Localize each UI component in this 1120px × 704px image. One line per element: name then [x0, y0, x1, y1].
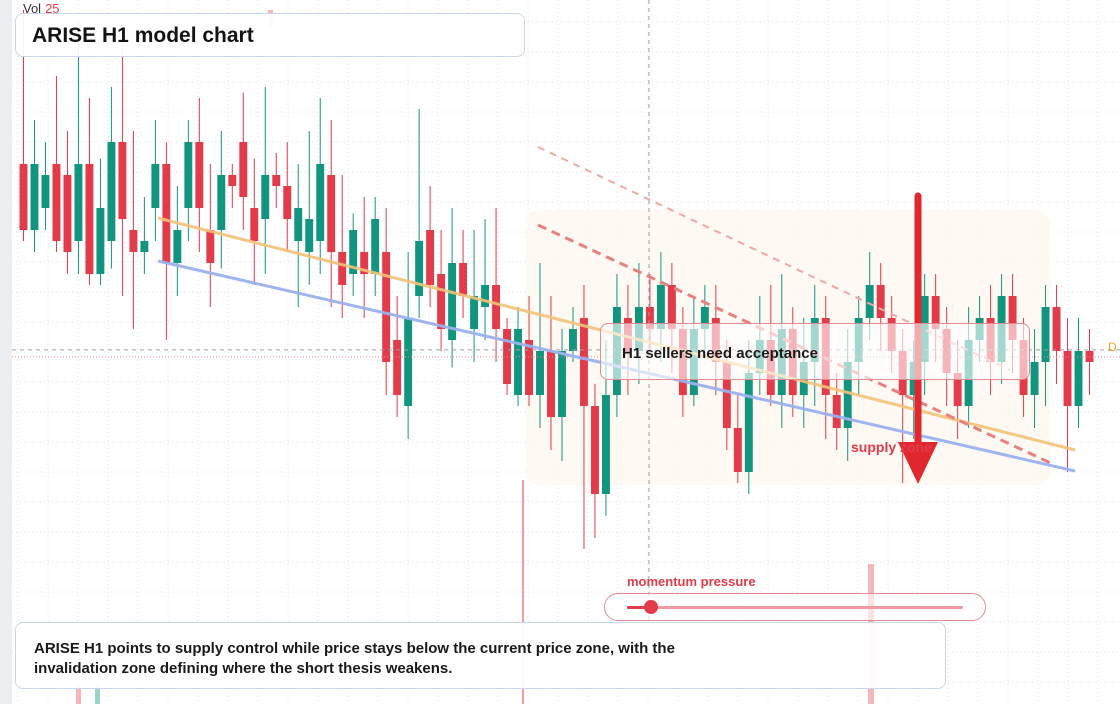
chart-title-card: ARISE H1 model chart — [15, 13, 525, 57]
candle-body — [580, 318, 588, 406]
price-axis-tag: D — [1108, 340, 1117, 354]
momentum-knob[interactable] — [643, 600, 658, 614]
candle-body — [217, 175, 226, 230]
volume-value: 25 — [45, 1, 60, 16]
candle-body — [184, 142, 193, 208]
candle-body — [722, 362, 731, 428]
momentum-gauge[interactable] — [604, 593, 986, 621]
candle-body — [162, 164, 171, 263]
candle-body — [470, 296, 479, 329]
projection-line-lower — [537, 223, 1056, 467]
candle-body — [459, 263, 468, 296]
candle-body — [239, 142, 248, 197]
volume-readout: Vol 25 — [23, 1, 60, 16]
candle-body — [591, 406, 599, 494]
summary-text: ARISE H1 points to supply control while … — [34, 640, 675, 677]
candle-body — [140, 241, 149, 252]
candle-body — [1052, 307, 1061, 351]
candle-body — [843, 362, 852, 428]
candle-body — [415, 241, 424, 296]
candle-body — [107, 142, 116, 241]
candle-body — [30, 164, 39, 230]
candle-body — [514, 329, 522, 395]
candle-body — [96, 208, 105, 274]
candle-body — [272, 175, 281, 186]
chart-title: ARISE H1 model chart — [32, 24, 254, 47]
candle-body — [536, 351, 544, 395]
candle-body — [667, 285, 676, 329]
candle-body — [931, 296, 940, 329]
volume-bar — [76, 684, 81, 704]
candle-body — [305, 219, 314, 252]
supply-zone-label: supply zone — [851, 439, 932, 455]
candle-body — [63, 175, 72, 252]
candle-body — [744, 373, 753, 472]
candle-body — [569, 329, 577, 351]
candle-body — [349, 230, 358, 274]
candle-body — [953, 373, 962, 406]
candle-body — [228, 175, 237, 186]
thesis-callout-text: H1 sellers need acceptance — [622, 345, 818, 362]
candle-body — [371, 219, 380, 274]
candle-body — [261, 175, 270, 219]
bearish-arrow-head — [898, 442, 938, 484]
candle-body — [206, 230, 215, 263]
left-margin-strip — [0, 0, 12, 704]
candle-body — [118, 142, 127, 219]
candle-body — [382, 252, 391, 362]
volume-bar — [95, 684, 100, 704]
momentum-rail — [627, 600, 963, 614]
candle-body — [85, 164, 94, 274]
summary-card: ARISE H1 points to supply control while … — [15, 622, 946, 689]
candle-body — [481, 285, 490, 307]
candle-body — [151, 164, 160, 208]
candle-body — [19, 164, 28, 230]
candle-body — [733, 428, 742, 472]
candle-body — [52, 164, 61, 241]
candle-body — [448, 263, 457, 340]
candle-body — [876, 285, 885, 318]
candle-body — [173, 230, 182, 263]
candle-body — [547, 351, 555, 417]
candle-body — [74, 164, 83, 241]
candle-body — [645, 307, 654, 329]
candle-body — [283, 186, 292, 219]
candle-body — [1074, 351, 1083, 406]
candle-body — [656, 285, 665, 329]
candle-body — [492, 285, 501, 329]
candle-body — [1008, 296, 1017, 340]
candle-body — [294, 208, 303, 241]
candle-body — [316, 164, 325, 241]
candle-body — [437, 274, 446, 329]
candle-body — [393, 340, 402, 395]
candle-body — [404, 318, 413, 406]
momentum-fill — [627, 606, 651, 609]
candle-body — [1063, 351, 1072, 406]
momentum-label: momentum pressure — [627, 574, 756, 589]
candle-body — [338, 252, 347, 285]
candle-body — [865, 285, 874, 318]
thesis-callout: H1 sellers need acceptance — [600, 323, 1030, 380]
candle-body — [41, 175, 50, 208]
candle-body — [832, 395, 841, 428]
candle-body — [558, 351, 566, 417]
candle-body — [1041, 307, 1050, 362]
candle-body — [1030, 362, 1039, 395]
candle-body — [129, 230, 138, 252]
candle-body — [525, 340, 533, 395]
candle-body — [327, 175, 336, 252]
candle-body — [250, 208, 259, 241]
candle-body — [700, 307, 709, 329]
candle-body — [426, 230, 435, 285]
candle-body — [195, 142, 204, 208]
candle-body — [601, 395, 610, 494]
candle-body — [360, 252, 369, 274]
